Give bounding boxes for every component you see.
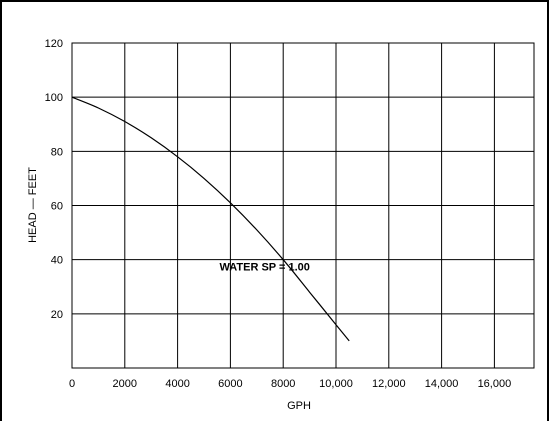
y-axis-label: HEAD — FEET <box>27 167 39 243</box>
series-annotation: WATER SP = 1.00 <box>220 262 310 274</box>
y-tick-label: 60 <box>51 201 63 213</box>
x-tick-label: 6000 <box>218 378 242 390</box>
x-tick-label: 2000 <box>113 378 137 390</box>
y-tick-label: 40 <box>51 255 63 267</box>
x-tick-label: 16,000 <box>478 378 512 390</box>
y-tick-label: 100 <box>45 92 63 104</box>
plot-area <box>71 42 535 369</box>
series-line <box>71 96 350 342</box>
x-axis-label: GPH <box>287 400 311 412</box>
x-tick-labels: 0 2000 4000 6000 8000 10,000 12,000 14,000 16,00… <box>69 378 511 390</box>
chart-series <box>71 96 350 342</box>
y-tick-labels: 20 40 60 80 100 120 <box>45 38 63 321</box>
y-tick-label: 120 <box>45 38 63 50</box>
x-tick-label: 10,000 <box>319 378 353 390</box>
x-tick-label: 0 <box>69 378 75 390</box>
x-tick-label: 14,000 <box>425 378 459 390</box>
x-tick-label: 4000 <box>165 378 189 390</box>
x-tick-label: 12,000 <box>372 378 406 390</box>
x-tick-label: 8000 <box>271 378 295 390</box>
chart-annotations: WATER SP = 1.00 <box>220 262 310 274</box>
y-tick-label: 80 <box>51 146 63 158</box>
chart-grid <box>72 43 534 368</box>
y-tick-label: 20 <box>51 309 63 321</box>
